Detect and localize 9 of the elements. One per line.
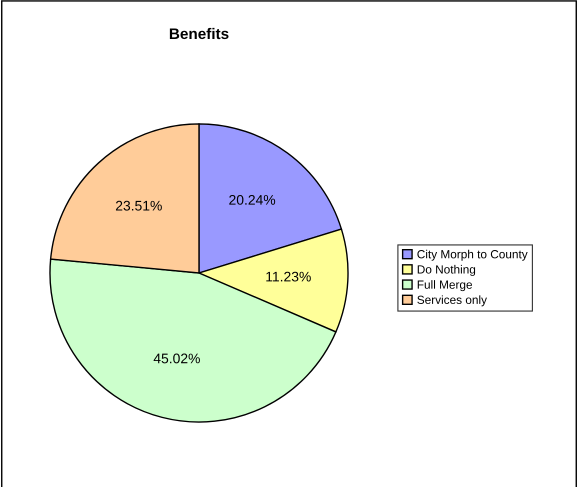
data-label: 23.51% [116, 200, 162, 211]
legend-label: City Morph to County [417, 250, 528, 261]
legend-label: Full Merge [418, 280, 472, 292]
chart-title: Benefits [170, 28, 229, 40]
legend-label: Services only [417, 295, 487, 306]
data-label: 45.02% [154, 354, 200, 364]
legend-label: Do Nothing [418, 264, 476, 276]
data-label: 20.24% [229, 194, 276, 205]
data-label: 11.23% [266, 272, 311, 282]
